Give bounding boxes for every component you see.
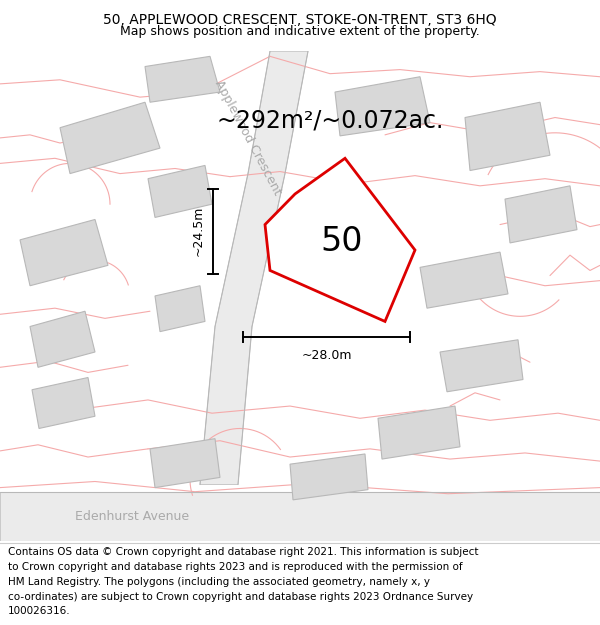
Text: Edenhurst Avenue: Edenhurst Avenue [75, 509, 189, 522]
Text: Map shows position and indicative extent of the property.: Map shows position and indicative extent… [120, 26, 480, 39]
Polygon shape [440, 340, 523, 392]
Polygon shape [378, 406, 460, 459]
Polygon shape [145, 56, 220, 102]
Polygon shape [32, 378, 95, 429]
Polygon shape [420, 252, 508, 308]
Text: to Crown copyright and database rights 2023 and is reproduced with the permissio: to Crown copyright and database rights 2… [8, 562, 463, 572]
Polygon shape [60, 102, 160, 174]
Polygon shape [20, 219, 108, 286]
Text: ~28.0m: ~28.0m [301, 349, 352, 362]
Text: Contains OS data © Crown copyright and database right 2021. This information is : Contains OS data © Crown copyright and d… [8, 548, 478, 558]
Polygon shape [335, 77, 430, 136]
Polygon shape [465, 102, 550, 171]
Text: 50: 50 [320, 225, 362, 258]
Polygon shape [30, 311, 95, 368]
Text: co-ordinates) are subject to Crown copyright and database rights 2023 Ordnance S: co-ordinates) are subject to Crown copyr… [8, 592, 473, 602]
Text: ~24.5m: ~24.5m [192, 206, 205, 256]
Text: Applewood Crescent: Applewood Crescent [212, 78, 284, 198]
Polygon shape [290, 454, 368, 500]
Polygon shape [155, 286, 205, 332]
Polygon shape [0, 492, 600, 541]
Text: 50, APPLEWOOD CRESCENT, STOKE-ON-TRENT, ST3 6HQ: 50, APPLEWOOD CRESCENT, STOKE-ON-TRENT, … [103, 12, 497, 27]
Polygon shape [150, 439, 220, 488]
Text: HM Land Registry. The polygons (including the associated geometry, namely x, y: HM Land Registry. The polygons (includin… [8, 577, 430, 587]
Text: ~292m²/~0.072ac.: ~292m²/~0.072ac. [217, 109, 443, 132]
Polygon shape [200, 51, 308, 484]
Polygon shape [265, 158, 415, 321]
Polygon shape [505, 186, 577, 243]
Text: 100026316.: 100026316. [8, 606, 70, 616]
Polygon shape [148, 166, 212, 217]
